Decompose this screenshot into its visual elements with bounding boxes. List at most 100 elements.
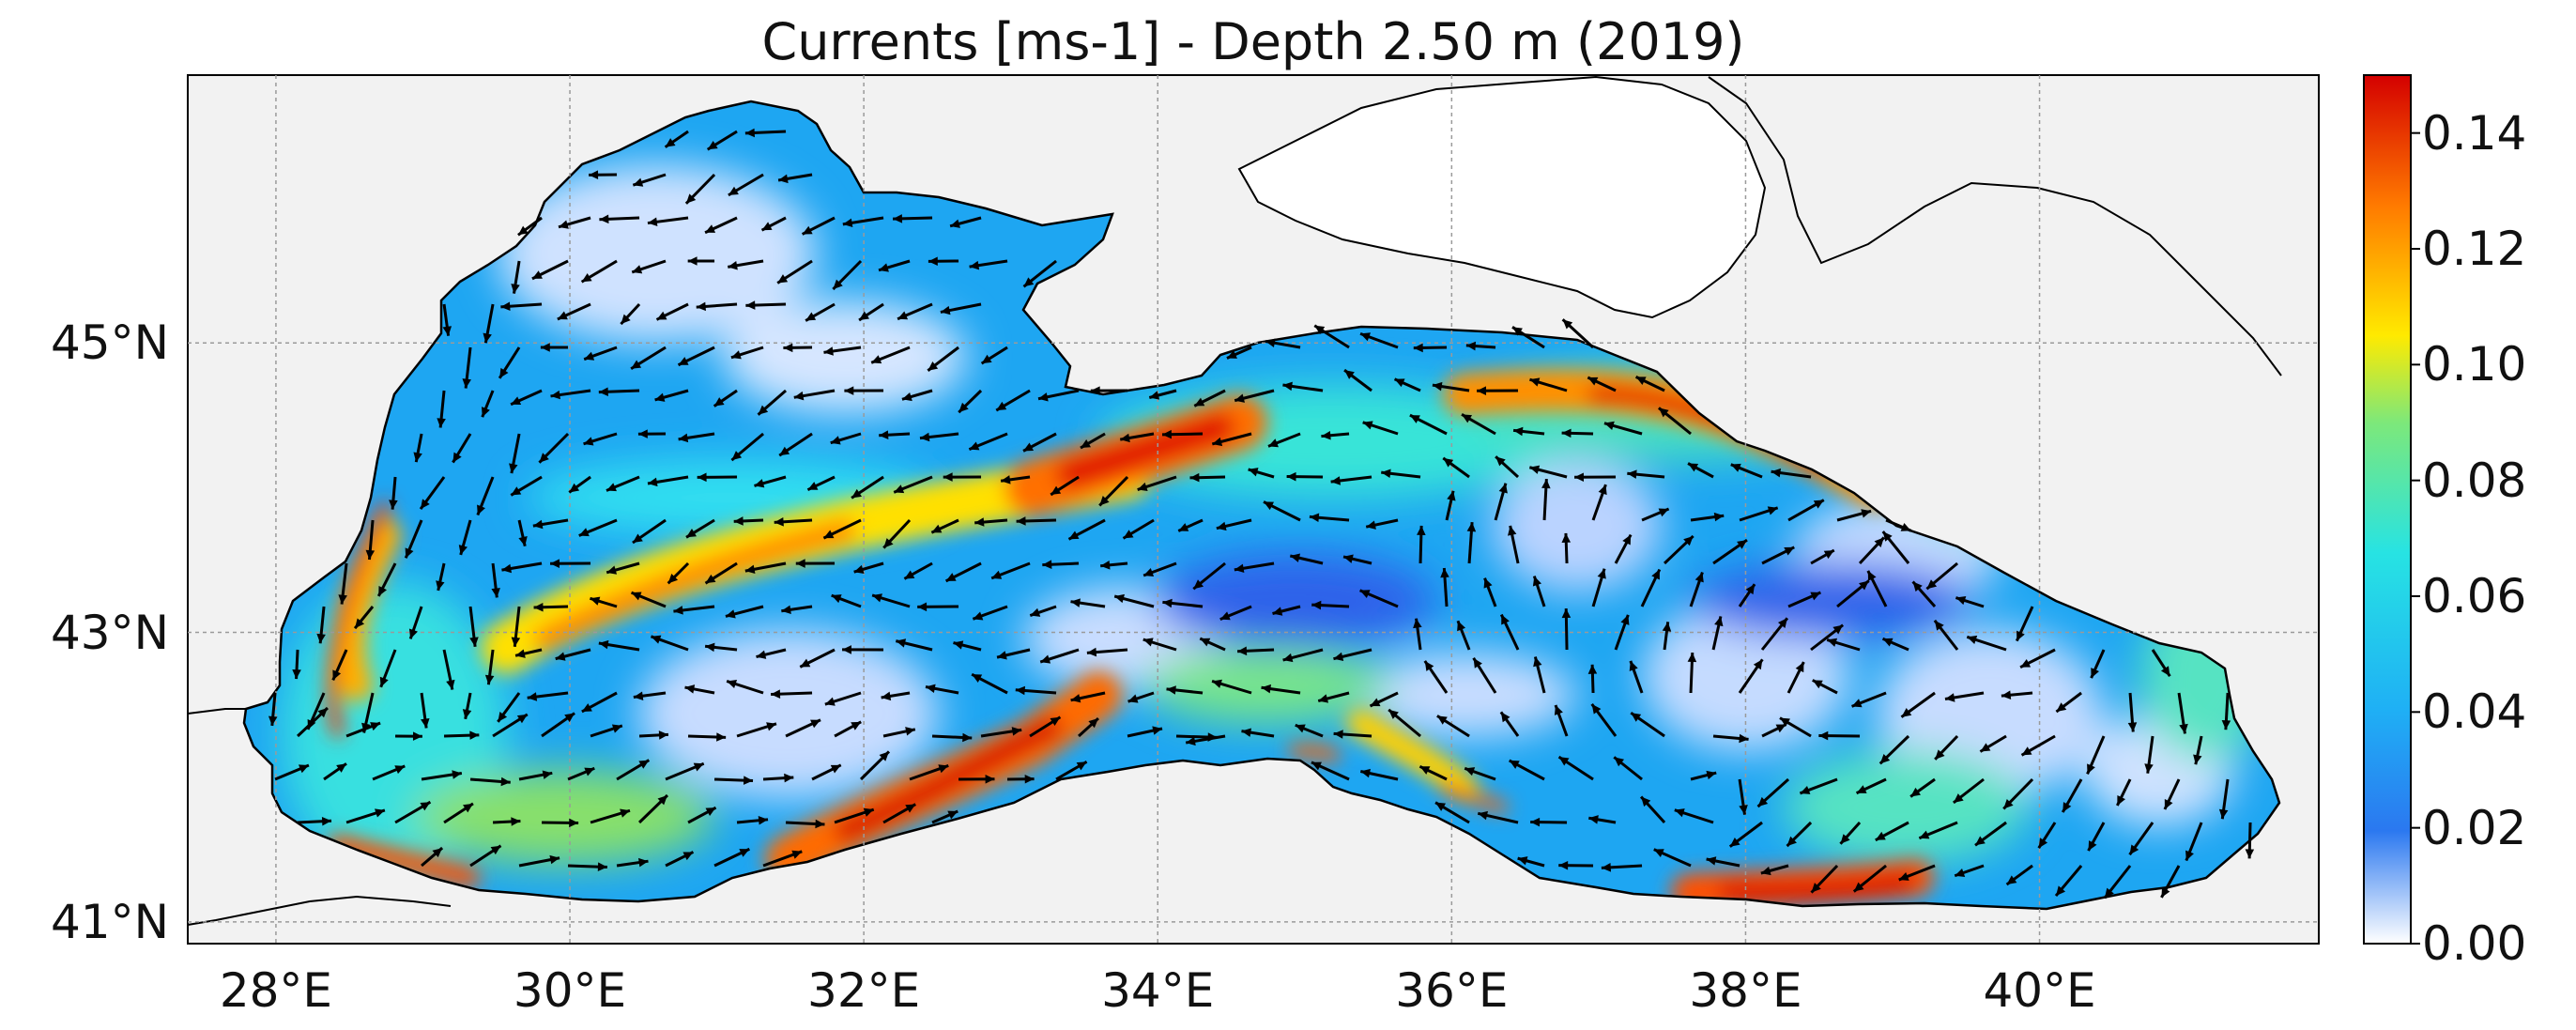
current-arrow-head: [1344, 370, 1355, 379]
gridlines: [188, 75, 2319, 944]
current-arrow-head: [725, 609, 736, 619]
current-arrow-head: [1194, 397, 1205, 407]
current-arrow-head: [851, 721, 862, 730]
current-arrow-head: [1900, 522, 1911, 531]
current-arrow-head: [432, 848, 443, 858]
current-arrow-head: [928, 361, 939, 371]
current-arrow-head: [781, 605, 791, 615]
current-arrow-head: [945, 573, 957, 581]
current-arrow-head: [1620, 614, 1630, 625]
current-arrow-head: [1149, 391, 1160, 400]
x-tick-label: 30°E: [513, 963, 627, 1018]
current-arrow-head: [1143, 568, 1155, 577]
bosphorus-coast: [187, 708, 452, 926]
current-arrow-head: [1457, 621, 1466, 632]
current-arrow-head: [321, 816, 332, 826]
current-arrow-head: [1050, 716, 1061, 727]
current-arrow-head: [1241, 728, 1251, 737]
current-arrow-head: [1631, 713, 1642, 722]
current-arrow-head: [831, 594, 842, 604]
current-arrow-head: [365, 549, 376, 561]
current-arrow-head: [1333, 652, 1344, 662]
current-arrow-head: [1038, 392, 1049, 402]
current-arrow-head: [705, 807, 716, 817]
current-arrow-head: [584, 767, 595, 776]
current-arrow-head: [1359, 590, 1371, 599]
current-arrow-head: [1189, 472, 1200, 483]
current-arrow-head: [851, 488, 863, 499]
current-arrow-head: [1088, 718, 1098, 729]
current-arrow-head: [446, 679, 455, 690]
current-arrow-head: [774, 517, 784, 527]
current-arrow-head: [1737, 540, 1747, 549]
y-tick-label: 45°N: [50, 315, 169, 371]
current-arrow-head: [1162, 429, 1173, 439]
current-arrow-head: [1248, 468, 1259, 477]
current-arrow-head: [511, 396, 522, 406]
current-arrow-head: [1040, 654, 1051, 664]
current-arrow-head: [1282, 381, 1293, 392]
current-arrow-head: [1193, 579, 1204, 590]
current-arrow-head: [539, 453, 549, 463]
current-arrow-head: [1011, 727, 1022, 736]
current-arrow-head: [511, 284, 520, 294]
current-arrow-head: [893, 214, 903, 223]
current-arrow-head: [1588, 815, 1599, 824]
current-arrow-head: [1874, 537, 1884, 547]
current-arrow-head: [1944, 693, 1955, 702]
current-arrow-head: [859, 311, 870, 320]
colorbar-tick-label: 0.00: [2422, 916, 2527, 971]
current-arrow-head: [1200, 638, 1211, 647]
current-arrow-head: [518, 536, 528, 546]
current-arrow-head: [559, 220, 569, 229]
current-arrow-head: [500, 776, 511, 787]
current-arrow-head: [802, 225, 813, 235]
current-arrow-head: [844, 386, 854, 395]
current-arrow-head: [292, 669, 301, 680]
current-arrow-head: [810, 719, 821, 729]
current-arrow-head: [991, 570, 1003, 579]
current-arrow-head: [830, 764, 841, 774]
current-arrow-head: [1114, 593, 1125, 604]
current-arrow-head: [1851, 699, 1863, 708]
current-arrow-head: [1818, 730, 1829, 741]
current-arrow-head: [824, 697, 836, 706]
current-arrow-head: [1786, 836, 1797, 847]
current-arrow-head: [458, 545, 468, 555]
current-arrow-head: [317, 708, 328, 718]
current-arrow-head: [1757, 796, 1769, 807]
current-arrow-head: [1967, 635, 1978, 644]
current-arrow-head: [1265, 338, 1276, 347]
current-arrow-head: [1739, 805, 1748, 815]
current-arrow-head: [532, 519, 544, 530]
current-arrow-head: [1614, 757, 1625, 767]
current-arrow-head: [1823, 550, 1834, 560]
current-arrow-head: [1413, 343, 1423, 353]
current-arrow-head: [408, 628, 418, 639]
current-arrow-head: [555, 652, 566, 661]
current-arrow-head: [823, 346, 834, 356]
current-arrow-head: [1070, 598, 1081, 607]
current-arrow-head: [754, 479, 765, 488]
current-arrow-head: [1086, 647, 1097, 657]
current-arrow-head: [665, 138, 676, 147]
current-arrow-head: [1264, 501, 1275, 511]
current-arrow-head: [1513, 426, 1524, 437]
current-arrow-head: [716, 732, 727, 742]
current-arrow-head: [1081, 438, 1091, 449]
current-arrow-head: [1529, 465, 1541, 474]
current-arrow-head: [678, 433, 689, 443]
current-arrow-head: [807, 482, 819, 490]
current-arrow-head: [1561, 532, 1572, 543]
current-arrow-head: [581, 273, 592, 283]
current-arrow-head: [830, 436, 841, 445]
current-arrow-head: [1477, 386, 1487, 395]
current-arrow-head: [1934, 620, 1944, 631]
current-arrow-head: [2164, 799, 2173, 810]
current-arrow-head: [581, 703, 592, 712]
current-arrow-head: [1912, 581, 1923, 592]
current-arrow-head: [1152, 726, 1163, 735]
current-arrow-head: [569, 818, 579, 828]
current-arrow-head: [777, 274, 789, 284]
current-arrow-head: [1443, 457, 1454, 468]
